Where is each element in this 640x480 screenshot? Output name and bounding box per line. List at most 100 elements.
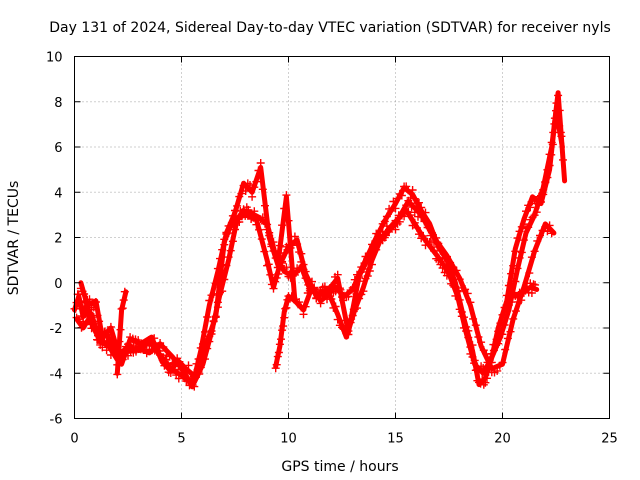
- data-point: [231, 225, 239, 234]
- data-point: [543, 227, 552, 236]
- data-point: [211, 313, 220, 322]
- data-point: [275, 241, 284, 250]
- data-point: [554, 91, 563, 100]
- x-tick-label: 5: [177, 432, 185, 447]
- data-point: [481, 378, 490, 387]
- data-point: [549, 128, 558, 137]
- data-point: [272, 273, 281, 282]
- data-point: [162, 360, 171, 369]
- grid-lines: [74, 56, 610, 419]
- data-point: [220, 240, 229, 249]
- data-point: [533, 236, 542, 245]
- data-point: [222, 228, 231, 237]
- data-point: [474, 333, 483, 341]
- data-point: [120, 287, 129, 296]
- data-point: [224, 253, 233, 262]
- data-point: [550, 114, 559, 123]
- data-point: [301, 267, 310, 276]
- data-point: [349, 305, 358, 314]
- data-point: [397, 209, 406, 218]
- data-point: [410, 218, 419, 227]
- y-tick-label: 6: [54, 141, 62, 156]
- data-point: [381, 231, 390, 240]
- data-point: [269, 284, 278, 293]
- y-tick-label: -6: [50, 413, 63, 428]
- data-point: [434, 256, 443, 265]
- data-point: [281, 304, 290, 313]
- data-point: [380, 217, 389, 226]
- data-point: [158, 353, 167, 362]
- data-point: [360, 259, 369, 268]
- data-point: [451, 291, 460, 300]
- series-track-c: [76, 196, 557, 383]
- data-point: [453, 287, 462, 296]
- data-point: [201, 327, 209, 336]
- data-point: [531, 280, 540, 289]
- data-point: [446, 258, 455, 267]
- data-point: [275, 340, 284, 349]
- data-point: [482, 350, 491, 358]
- data-point: [273, 352, 282, 361]
- data-point: [532, 208, 541, 217]
- data-point: [170, 358, 178, 367]
- data-point: [297, 303, 306, 312]
- data-point: [115, 337, 124, 346]
- data-point: [545, 150, 554, 159]
- data-point: [102, 346, 111, 355]
- data-point: [266, 270, 275, 279]
- data-point: [515, 227, 524, 236]
- data-point: [316, 299, 325, 308]
- data-point: [541, 222, 550, 231]
- data-point: [461, 285, 470, 294]
- data-point: [252, 220, 261, 229]
- data-point: [76, 298, 85, 307]
- data-point: [301, 302, 310, 311]
- data-point: [481, 365, 490, 374]
- data-point: [150, 334, 159, 343]
- axis-ticks: 0 5 10 15 20 25 -6 -4 -2 0 2 4 6 8 10: [46, 51, 618, 447]
- data-point: [119, 296, 128, 305]
- data-point: [477, 338, 486, 347]
- data-point: [244, 210, 253, 218]
- data-point: [539, 185, 548, 194]
- y-axis-label: SDTVAR / TECUs: [6, 181, 22, 296]
- data-point: [258, 185, 267, 194]
- data-point: [397, 191, 406, 200]
- data-point: [249, 213, 258, 222]
- data-point: [524, 223, 533, 232]
- data-point: [359, 287, 368, 296]
- data-point: [155, 347, 164, 355]
- data-point: [91, 298, 100, 306]
- data-point: [336, 285, 345, 294]
- data-point: [231, 206, 239, 215]
- data-point: [159, 342, 168, 351]
- data-point: [166, 369, 175, 377]
- data-point: [320, 285, 329, 294]
- y-tick-label: 4: [54, 186, 62, 201]
- data-point: [559, 155, 567, 164]
- data-point: [280, 313, 289, 322]
- data-point: [404, 196, 413, 205]
- data-point: [104, 330, 113, 339]
- data-point: [333, 315, 342, 324]
- data-point: [209, 317, 218, 326]
- data-point: [254, 166, 263, 175]
- data-point: [457, 312, 466, 321]
- data-point: [263, 261, 272, 270]
- data-point: [331, 302, 340, 311]
- data-point: [391, 204, 400, 213]
- data-point: [181, 366, 190, 375]
- series-segment-e: [113, 287, 129, 379]
- data-point: [445, 268, 453, 277]
- data-point: [494, 339, 503, 348]
- data-point: [165, 352, 174, 361]
- data-point: [200, 344, 209, 352]
- data-point: [80, 290, 89, 298]
- data-point: [363, 272, 372, 280]
- data-point: [511, 277, 520, 286]
- data-point: [280, 204, 289, 213]
- data-point: [261, 201, 269, 210]
- data-point: [507, 298, 516, 307]
- data-point: [121, 349, 130, 358]
- data-point: [401, 205, 410, 214]
